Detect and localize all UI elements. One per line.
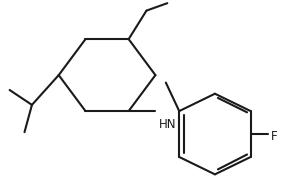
Text: F: F — [271, 130, 278, 143]
Text: HN: HN — [159, 118, 176, 131]
